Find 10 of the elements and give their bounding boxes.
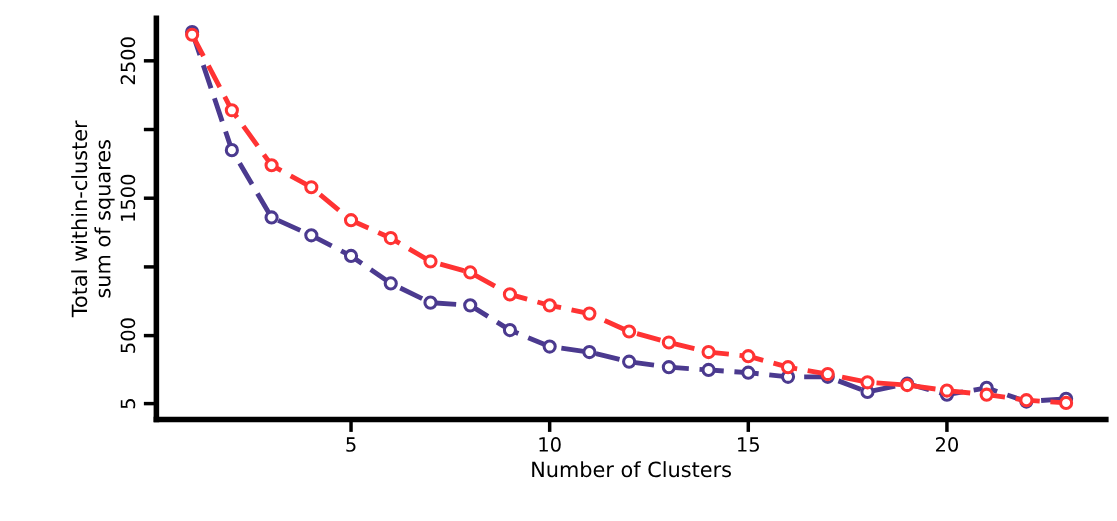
x-tick-label: 15 [738, 437, 759, 452]
x-tick-label: 5 [346, 437, 356, 452]
y-tick-label: 2500 [120, 37, 136, 85]
x-tick-label: 20 [935, 437, 959, 452]
y-tick-label: 1500 [120, 174, 136, 221]
y-axis-title: Total within-cluster sum of squares [71, 120, 115, 318]
x-tick-label: 10 [539, 437, 561, 452]
x-axis-title: Number of Clusters [532, 461, 731, 478]
y-tick-label: 5 [120, 399, 136, 409]
y-tick-label: 500 [120, 318, 136, 353]
